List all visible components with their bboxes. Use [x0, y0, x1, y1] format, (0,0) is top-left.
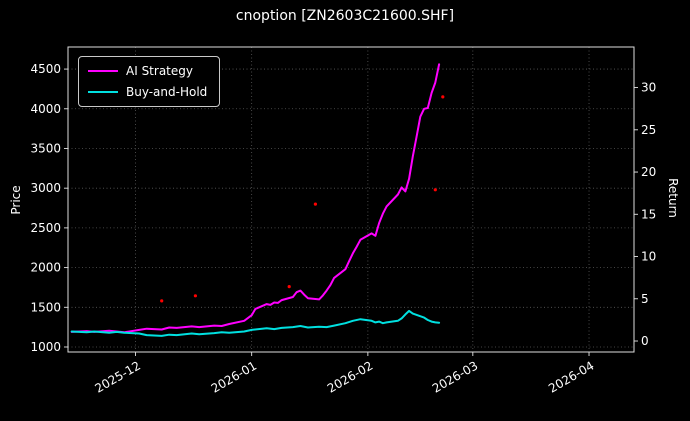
- buy-and-hold-line: [70, 309, 441, 337]
- price-tick-label: 2000: [30, 261, 61, 275]
- price-tick-label: 4000: [30, 102, 61, 116]
- signal-dot: [433, 188, 437, 192]
- x-tick-label: 2026-02: [325, 358, 375, 395]
- legend: AI Strategy Buy-and-Hold: [78, 56, 221, 107]
- x-tick-label: 2026-03: [430, 358, 480, 395]
- x-tick-label: 2025-12: [93, 358, 143, 395]
- signal-dot: [193, 294, 197, 298]
- price-tick-label: 2500: [30, 221, 61, 235]
- price-tick-label: 3500: [30, 141, 61, 155]
- signal-dot: [441, 95, 445, 99]
- price-tick-label: 1000: [30, 340, 61, 354]
- return-tick-label: 30: [641, 81, 656, 95]
- return-tick-label: 5: [641, 292, 649, 306]
- signal-dot: [313, 202, 317, 206]
- legend-label-ai-strategy: AI Strategy: [126, 64, 193, 78]
- signal-dot: [287, 285, 291, 289]
- x-tick-label: 2026-04: [546, 358, 596, 395]
- signal-dot: [160, 299, 164, 303]
- legend-item-buy-and-hold: Buy-and-Hold: [88, 85, 207, 99]
- buy-and-hold-line-swatch: [88, 91, 118, 93]
- price-tick-label: 1500: [30, 300, 61, 314]
- legend-label-buy-and-hold: Buy-and-Hold: [126, 85, 208, 99]
- chart-title: cnoption [ZN2603C21600.SHF]: [235, 8, 455, 24]
- return-tick-label: 0: [641, 334, 649, 348]
- return-tick-label: 20: [641, 165, 656, 179]
- return-tick-label: 25: [641, 123, 656, 137]
- return-tick-label: 10: [641, 250, 656, 264]
- ai-strategy-line-swatch: [88, 70, 118, 72]
- legend-item-ai-strategy: AI Strategy: [88, 64, 207, 78]
- ai-strategy-line: [70, 63, 441, 334]
- price-tick-label: 4500: [30, 62, 61, 76]
- x-tick-label: 2026-01: [209, 358, 259, 395]
- return-tick-label: 15: [641, 207, 656, 221]
- plot-frame: [67, 46, 635, 353]
- price-tick-label: 3000: [30, 181, 61, 195]
